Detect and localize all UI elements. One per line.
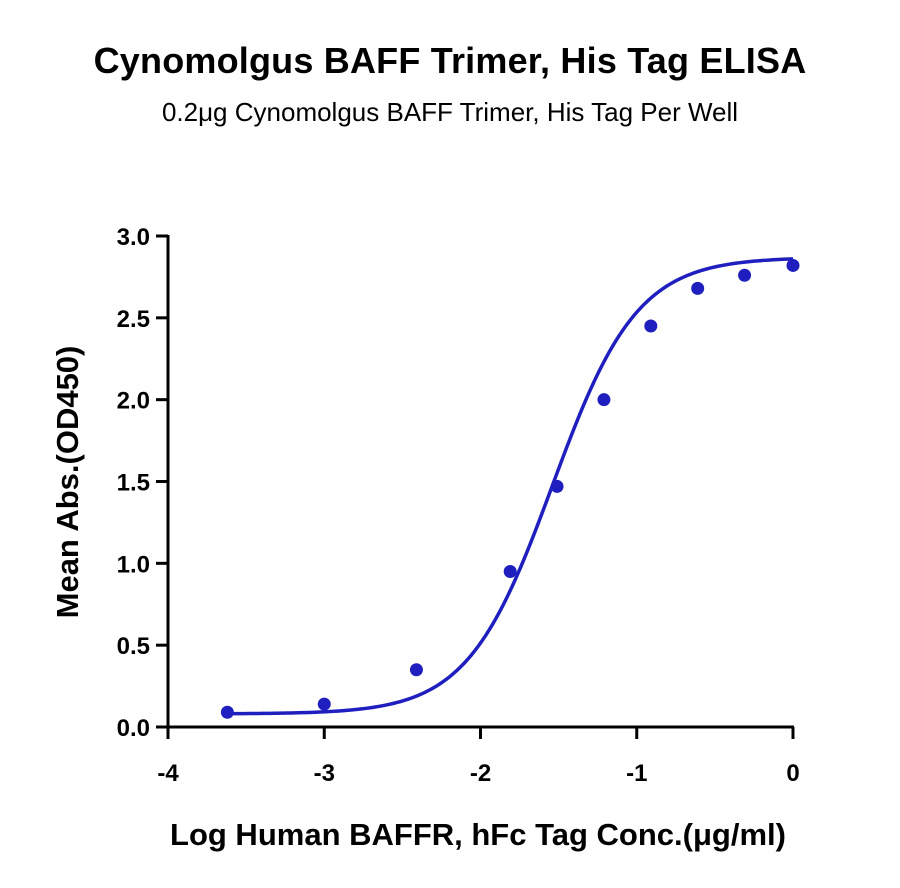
data-point — [409, 663, 423, 677]
y-tick-label: 1.5 — [117, 470, 150, 497]
tick-labels-group: 0.0 0.5 1.0 1.5 2.0 2.5 3.0 -4 -3 -2 -1 0 — [117, 224, 800, 787]
data-point — [317, 697, 331, 711]
x-tick-label: -1 — [626, 760, 647, 787]
y-axis-label: Mean Abs.(OD450) — [50, 346, 85, 619]
data-points-group — [220, 258, 800, 719]
y-tick-label: 0.5 — [117, 633, 150, 660]
data-point — [597, 393, 611, 407]
x-tick-label: -4 — [157, 760, 179, 787]
y-tick-label: 3.0 — [117, 224, 150, 251]
data-point — [550, 479, 564, 493]
y-tick-label: 0.0 — [117, 715, 150, 742]
y-tick-label: 1.0 — [117, 551, 150, 578]
fit-curve-group — [227, 257, 794, 716]
x-tick-label: -2 — [470, 760, 491, 787]
chart-subtitle: 0.2μg Cynomolgus BAFF Trimer, His Tag Pe… — [161, 97, 739, 127]
data-point — [738, 268, 752, 282]
fit-curve — [227, 257, 794, 716]
x-tick-label: -3 — [314, 760, 335, 787]
x-axis-label: Log Human BAFFR, hFc Tag Conc.(μg/ml) — [170, 817, 786, 852]
y-tick-label: 2.5 — [117, 306, 150, 333]
data-point — [220, 705, 234, 719]
axes — [156, 234, 795, 739]
y-tick-label: 2.0 — [117, 388, 150, 415]
data-point — [691, 281, 705, 295]
x-tick-label: 0 — [786, 760, 799, 787]
data-point — [503, 565, 517, 579]
data-point — [644, 319, 658, 333]
data-point — [786, 258, 800, 272]
chart-title: Cynomolgus BAFF Trimer, His Tag ELISA — [93, 40, 807, 81]
